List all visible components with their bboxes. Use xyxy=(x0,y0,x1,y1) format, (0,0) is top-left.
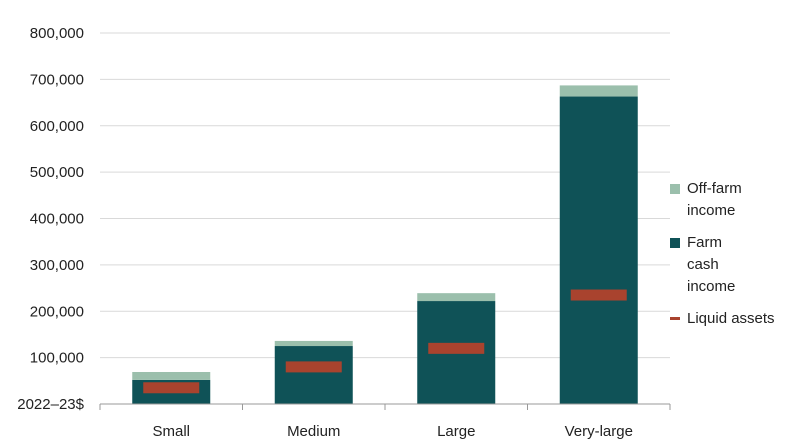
y-tick-label: 600,000 xyxy=(30,118,84,135)
category-label: Large xyxy=(437,423,475,440)
y-tick-label: 700,000 xyxy=(30,71,84,88)
liquid-asset-markers xyxy=(143,289,627,394)
y-tick-label: 2022–23$ xyxy=(17,396,84,413)
marker-liquid-assets xyxy=(570,289,627,301)
legend-label-farm-cash: Farm cash income xyxy=(687,234,736,295)
legend-label-off-farm: Off-farm income xyxy=(687,180,742,219)
legend-swatch-off-farm xyxy=(670,184,680,194)
bar-off-farm-income xyxy=(132,372,211,380)
legend-label-liquid-assets: Liquid assets xyxy=(687,310,775,327)
y-axis-ticks: 2022–23$ 100,000 200,000 300,000 400,000 500,… xyxy=(17,25,84,413)
x-axis-ticks xyxy=(99,404,671,410)
y-tick-label: 800,000 xyxy=(30,25,84,42)
legend-item-liquid-assets: Liquid assets xyxy=(670,308,795,330)
bars xyxy=(132,85,638,404)
bar-off-farm-income xyxy=(559,85,638,97)
category-label: Medium xyxy=(287,423,340,440)
legend: Off-farm income Farm cash income Liquid … xyxy=(670,178,795,340)
bar-farm-cash-income xyxy=(559,96,638,404)
legend-swatch-liquid-assets xyxy=(670,317,680,320)
y-tick-label: 500,000 xyxy=(30,164,84,181)
y-tick-label: 200,000 xyxy=(30,303,84,320)
y-tick-label: 400,000 xyxy=(30,211,84,228)
marker-liquid-assets xyxy=(428,342,485,354)
y-tick-label: 300,000 xyxy=(30,257,84,274)
marker-liquid-assets xyxy=(143,382,200,394)
bar-off-farm-income xyxy=(417,293,496,302)
y-tick-label: 100,000 xyxy=(30,350,84,367)
legend-item-farm-cash: Farm cash income xyxy=(670,232,795,298)
bar-farm-cash-income xyxy=(274,346,353,404)
category-labels: Small Medium Large Very-large xyxy=(152,423,632,440)
gridlines xyxy=(100,32,670,359)
marker-liquid-assets xyxy=(285,361,342,373)
category-label: Small xyxy=(152,423,190,440)
legend-item-off-farm: Off-farm income xyxy=(670,178,795,222)
legend-swatch-farm-cash xyxy=(670,238,680,248)
category-label: Very-large xyxy=(565,423,633,440)
bar-off-farm-income xyxy=(274,340,353,347)
